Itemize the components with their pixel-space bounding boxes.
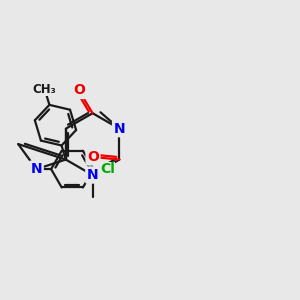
Text: O: O bbox=[73, 83, 85, 98]
Text: methyl: methyl bbox=[0, 299, 1, 300]
Text: methyl: methyl bbox=[0, 299, 1, 300]
Text: CH₃: CH₃ bbox=[33, 83, 57, 96]
Text: N: N bbox=[113, 122, 125, 136]
Text: N: N bbox=[31, 162, 42, 176]
Text: N: N bbox=[87, 168, 98, 182]
Text: O: O bbox=[87, 150, 99, 164]
Text: Cl: Cl bbox=[100, 162, 115, 176]
